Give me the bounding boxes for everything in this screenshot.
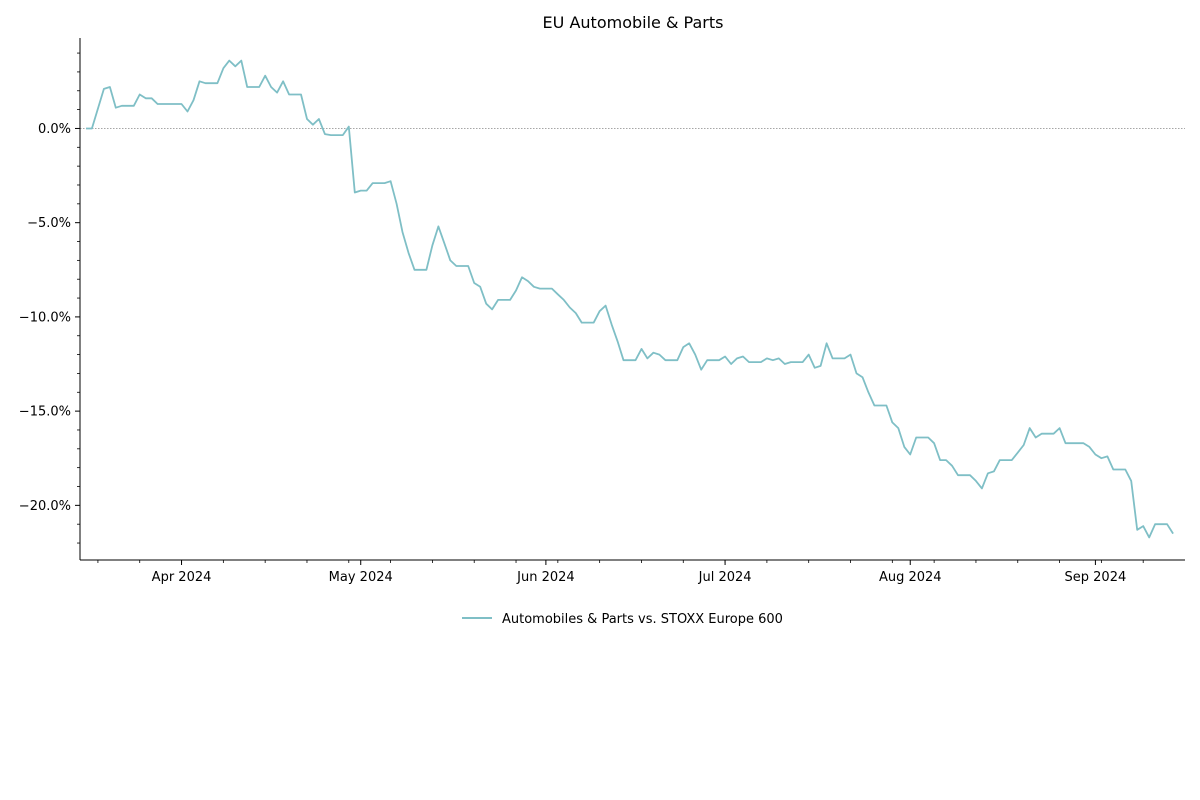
x-tick-label: Aug 2024 bbox=[879, 570, 942, 585]
legend: Automobiles & Parts vs. STOXX Europe 600 bbox=[462, 612, 783, 627]
legend-label: Automobiles & Parts vs. STOXX Europe 600 bbox=[502, 612, 783, 627]
y-axis: 0.0% −5.0% −10.0% −15.0% −20.0% bbox=[19, 52, 80, 544]
x-tick-label: May 2024 bbox=[329, 570, 393, 585]
x-tick-label: Sep 2024 bbox=[1065, 570, 1127, 585]
plot-series bbox=[86, 59, 1174, 539]
y-tick-label: 0.0% bbox=[38, 122, 71, 137]
y-tick-label: −20.0% bbox=[19, 499, 71, 514]
x-tick-label: Jun 2024 bbox=[516, 570, 575, 585]
x-axis: Apr 2024 May 2024 Jun 2024 Jul 2024 Aug 2024… bbox=[97, 560, 1144, 585]
chart-title: EU Automobile & Parts bbox=[543, 13, 724, 32]
y-tick-label: −5.0% bbox=[27, 216, 71, 231]
y-tick-label: −15.0% bbox=[19, 405, 71, 420]
x-tick-label: Apr 2024 bbox=[152, 570, 212, 585]
x-tick-label: Jul 2024 bbox=[698, 570, 752, 585]
y-tick-label: −10.0% bbox=[19, 310, 71, 325]
series-line bbox=[86, 59, 1174, 539]
